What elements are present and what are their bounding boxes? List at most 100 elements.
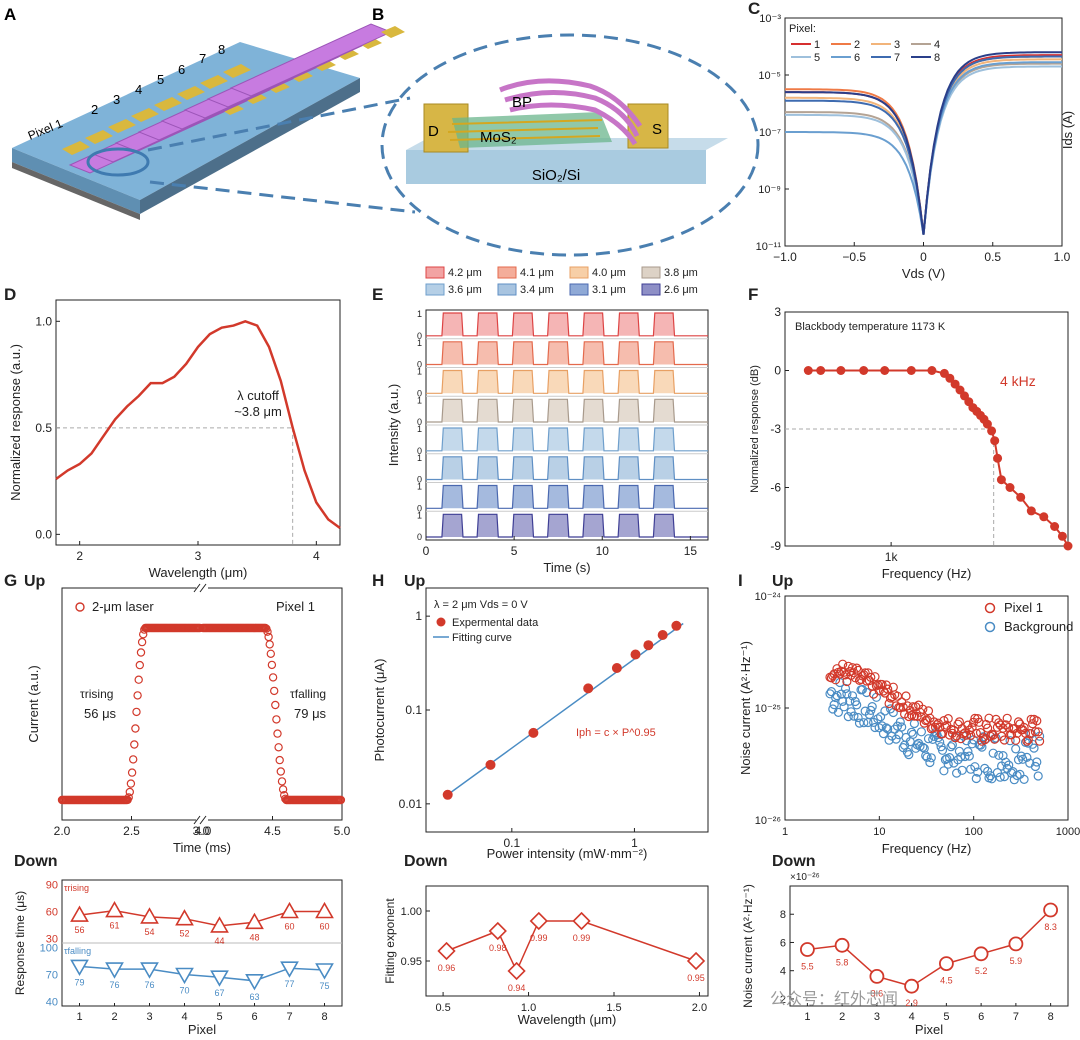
legend-label-e: 3.8 μm [664,267,698,279]
data-point-pixel1 [1002,713,1012,723]
data-point-pixel1 [975,727,986,738]
x-tick-label-d: 4 [313,549,320,563]
rising-value-label: 48 [249,932,259,942]
x-axis-label-g-down: Pixel [188,1022,216,1037]
data-point-pixel1 [1023,735,1033,745]
noise-value-label: 8.3 [1044,922,1057,932]
condition-h: λ = 2 μm Vds = 0 V [434,599,528,611]
plot-frame-g-up [61,587,343,821]
data-point-f [859,366,869,375]
y-tick-label-rising: 60 [46,907,58,919]
data-point-h-up [485,759,496,770]
x-tick-label-i-down: 6 [978,1011,984,1023]
exponent-value-label: 0.96 [438,963,456,973]
data-point-background [1005,736,1015,746]
formula-h: Iph = c × P^0.95 [576,727,656,739]
data-point-background [1018,754,1028,764]
x-tick-label-c: −0.5 [842,250,866,264]
data-point-pixel1 [982,723,993,733]
data-point-background [992,767,1003,778]
x-tick-label-i-down: 3 [874,1011,880,1023]
data-point-background [866,705,876,716]
pixel-electrode-left [154,97,182,111]
rising-label: τrising [64,883,89,893]
x-tick-label-i-up: 1 [782,826,788,838]
data-point-background [861,687,872,698]
pixel-electrode-right [312,59,336,71]
data-point-f [803,366,813,375]
falling-value-label: 63 [249,992,259,1002]
x-tick-label-e: 10 [596,544,610,558]
trace-tick-0-e: 0 [417,475,422,485]
annotation-line2-d: ~3.8 μm [234,404,282,419]
rising-marker [140,907,159,924]
substrate-side [140,78,360,214]
trace-fill-1 [426,313,708,336]
y-tick-label-c: 10⁻⁷ [759,127,781,139]
data-point-pixel1 [1025,728,1035,739]
falling-value-label: 79 [74,977,84,987]
tau-rising-label: τrising [80,687,113,701]
trace-fill-7 [426,485,708,509]
pixel-electrode-left [108,119,136,133]
bp-flake [499,78,643,146]
data-point-pixel1 [939,715,949,726]
y-tick-label-falling: 40 [46,997,58,1009]
data-point-background [923,734,934,744]
legend-label-pixel1: Pixel 1 [1004,600,1043,615]
exponent-marker [572,911,591,931]
data-point-f [982,419,992,429]
substrate-base [12,162,140,220]
data-point-g-up [127,768,137,777]
y-tick-label-i-down: 4 [780,966,786,978]
data-point-pixel1 [961,730,972,740]
rising-marker [105,900,124,918]
x-tick-label-i-down: 2 [839,1011,845,1023]
x-tick-label-g-up: 5.0 [334,824,351,838]
rising-value-label: 60 [319,922,329,932]
pixel-number-7: 7 [199,51,206,66]
rising-value-label: 44 [214,936,224,946]
legend-swatch-e [497,266,517,279]
falling-line [79,965,325,982]
data-point-background [921,751,931,761]
trace-tick-1-e: 1 [417,510,422,520]
x-tick-label-g-down: 6 [251,1011,257,1023]
data-point-pixel1 [995,720,1005,730]
data-point-pixel1 [843,661,853,671]
data-point-background [832,690,842,701]
legend-label-background: Background [1004,619,1073,634]
axis-break-bottom-mask [196,816,208,824]
y-tick-label-i-down: 8 [780,909,786,921]
panel-letter-b: B [372,5,384,24]
pixel-electrode-left [177,86,205,100]
data-point-background [849,711,859,721]
data-point-pixel1 [1026,714,1036,724]
data-point-g-up [267,660,277,670]
axis-break-mark [199,815,207,825]
data-point-background [1030,761,1041,772]
y-tick-label-d: 0.0 [35,527,52,541]
pixel-electrode-right [335,48,359,60]
plot-frame-d [55,299,341,546]
y-axis-label-f: Normalized response (dB) [749,365,761,493]
legend-label-c: 5 [814,52,820,64]
pixel-electrode-right [266,81,290,93]
falling-value-label: 75 [319,981,329,991]
data-point-background [1011,744,1021,754]
exponent-value-label: 0.98 [489,943,507,953]
pixel-electrode-left [85,130,113,144]
data-point-pixel1 [943,713,953,724]
rising-marker [315,901,334,919]
annotation-line1-d: λ cutoff [237,388,279,403]
panel-letter-g: G [4,571,17,590]
y-tick-label-h-down: 0.95 [401,956,422,968]
x-tick-label-c: 0 [920,250,927,264]
trace-tick-1-e: 1 [417,338,422,348]
falling-value-label: 76 [144,980,154,990]
legend-title-c: Pixel: [789,23,816,35]
data-point-g-up [278,785,288,794]
falling-marker [105,962,124,979]
zoom-ellipse [380,33,760,257]
zoom-line-top [147,96,411,152]
